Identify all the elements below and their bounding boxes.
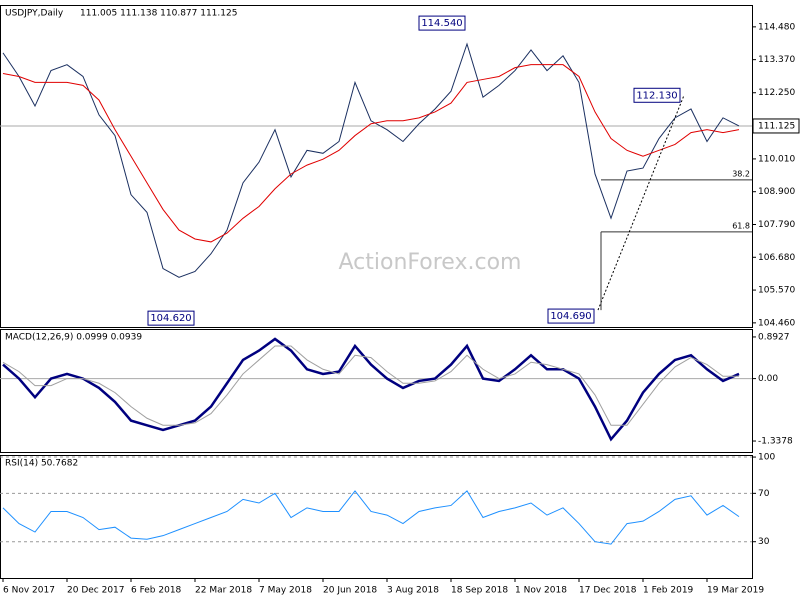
y-tick-label: 114.480: [758, 22, 795, 32]
x-tick-label: 6 Feb 2018: [131, 586, 182, 596]
y-tick-label: 110.010: [758, 154, 795, 164]
series-line: [2, 42, 740, 278]
y-tick-label: 104.460: [758, 318, 795, 328]
x-tick-label: 19 Mar 2019: [707, 586, 764, 596]
watermark: ActionForex.com: [339, 250, 522, 275]
y-tick-label: 111.125: [758, 121, 795, 131]
series-line: [2, 337, 740, 442]
price-tag: [752, 118, 800, 134]
panel-title: RSI(14) 50.7682: [5, 459, 78, 469]
x-tick-label: 22 Mar 2018: [195, 586, 252, 596]
y-tick-label: 0.8927: [758, 332, 790, 342]
y-tick-label: 113.370: [758, 55, 795, 65]
annotation-box: [633, 87, 681, 103]
x-tick-label: 20 Jun 2018: [323, 586, 377, 596]
x-tick-label: 1 Nov 2018: [515, 586, 567, 596]
y-tick-label: 30: [758, 537, 770, 547]
panel-subtitle: 111.005 111.138 110.877 111.125: [80, 9, 237, 19]
series-line: [2, 490, 740, 545]
annotation-label: 112.130: [636, 90, 677, 101]
y-tick-label: 70: [758, 489, 770, 499]
fib-label: 61.8: [732, 221, 750, 230]
panel-title: USDJPY,Daily: [5, 9, 64, 19]
panel-frame: [0, 329, 753, 453]
x-tick-label: 20 Dec 2017: [67, 586, 125, 596]
series-line: [2, 64, 740, 243]
x-tick-label: 6 Nov 2017: [3, 586, 55, 596]
x-tick-label: 1 Feb 2019: [643, 586, 694, 596]
y-tick-label: 106.680: [758, 253, 795, 263]
annotation-label: 104.620: [150, 313, 191, 324]
y-tick-label: -1.3378: [758, 437, 793, 447]
y-tick-label: 108.900: [758, 187, 795, 197]
series-line: [2, 345, 739, 426]
y-tick-label: 100: [758, 453, 775, 463]
panel-title: MACD(12,26,9) 0.0999 0.0939: [5, 333, 142, 343]
fib-label: 38.2: [732, 169, 750, 178]
panel-frame: [0, 5, 753, 328]
trend-line: [597, 95, 685, 311]
annotation-label: 104.690: [550, 311, 591, 322]
y-tick-label: 112.250: [758, 88, 795, 98]
y-tick-label: 107.790: [758, 220, 795, 230]
annotation-label: 114.540: [421, 18, 462, 29]
x-tick-label: 7 May 2018: [259, 586, 312, 596]
annotation-box: [147, 310, 195, 326]
panel-frame: [0, 455, 753, 579]
x-tick-label: 18 Sep 2018: [451, 586, 508, 596]
y-tick-label: 0.00: [758, 374, 778, 384]
annotation-box: [547, 308, 595, 324]
x-tick-label: 17 Dec 2018: [579, 586, 637, 596]
y-tick-label: 105.570: [758, 286, 795, 296]
x-tick-label: 3 Aug 2018: [387, 586, 439, 596]
annotation-box: [418, 15, 466, 31]
